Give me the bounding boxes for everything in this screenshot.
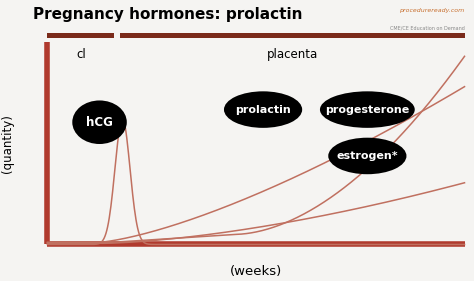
Text: prolactin: prolactin bbox=[235, 105, 291, 115]
Text: placenta: placenta bbox=[267, 48, 318, 61]
Ellipse shape bbox=[72, 101, 127, 144]
Text: hCG: hCG bbox=[86, 116, 113, 129]
Bar bbox=[120, 33, 465, 38]
Text: (quantity): (quantity) bbox=[0, 114, 14, 173]
Text: (weeks): (weeks) bbox=[230, 265, 282, 278]
Text: progesterone: progesterone bbox=[325, 105, 410, 115]
Text: procedureready.com: procedureready.com bbox=[399, 8, 465, 13]
Ellipse shape bbox=[328, 138, 407, 174]
Text: estrogen*: estrogen* bbox=[337, 151, 398, 161]
Text: CME/CE Education on Demand: CME/CE Education on Demand bbox=[390, 25, 465, 30]
Text: Pregnancy hormones: prolactin: Pregnancy hormones: prolactin bbox=[33, 7, 303, 22]
Ellipse shape bbox=[224, 91, 302, 128]
Bar bbox=[47, 33, 114, 38]
Text: cl: cl bbox=[76, 48, 86, 61]
Ellipse shape bbox=[320, 91, 415, 128]
